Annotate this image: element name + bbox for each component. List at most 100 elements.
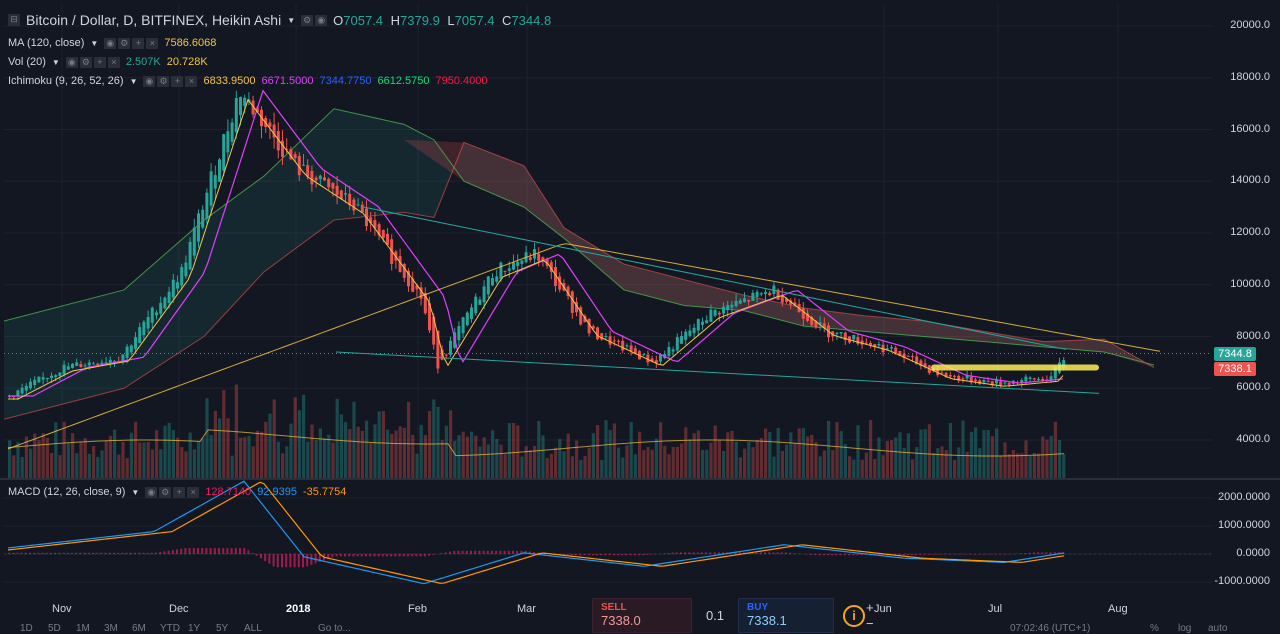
close-icon[interactable]: × (146, 38, 158, 49)
candle-body (462, 317, 465, 333)
settings-icon[interactable]: ⚙ (301, 15, 313, 26)
candle-body (617, 341, 620, 342)
add-icon[interactable]: + (173, 487, 185, 498)
volume-bar (424, 435, 427, 478)
macd-hist-bar (499, 551, 501, 554)
indicator-label[interactable]: Ichimoku (9, 26, 52, 26) (8, 75, 124, 87)
percent-scale-button[interactable]: % (1150, 623, 1159, 634)
volume-bar (730, 431, 733, 478)
candle-body (709, 310, 712, 322)
macd-hist-bar (709, 552, 711, 554)
volume-bar (88, 454, 91, 478)
settings-icon[interactable]: ⚙ (159, 487, 171, 498)
chevron-down-icon[interactable]: ▼ (52, 58, 60, 67)
volume-bar (319, 429, 322, 478)
close-icon[interactable]: × (108, 57, 120, 68)
chevron-down-icon[interactable]: ▼ (90, 39, 98, 48)
candle-body (672, 349, 675, 351)
eye-icon[interactable]: ◉ (145, 487, 157, 498)
close-icon[interactable]: × (185, 76, 197, 87)
range-button[interactable]: ALL (244, 623, 262, 634)
volume-bar (697, 430, 700, 478)
volume-bar (21, 457, 24, 478)
add-icon[interactable]: + (171, 76, 183, 87)
volume-bar (1008, 454, 1011, 478)
macd-hist-bar (512, 551, 514, 554)
volume-bar (1003, 442, 1006, 478)
eye-icon[interactable]: ◉ (143, 76, 155, 87)
candle-body (176, 282, 179, 288)
macd-hist-bar (462, 551, 464, 554)
candle-body (294, 154, 297, 158)
settings-icon[interactable]: ⚙ (80, 57, 92, 68)
range-button[interactable]: YTD (160, 623, 180, 634)
volume-bar (751, 447, 754, 478)
volume-bar (67, 443, 70, 478)
macd-label[interactable]: MACD (12, 26, close, 9) (8, 486, 125, 498)
chevron-down-icon[interactable]: ▼ (130, 77, 138, 86)
volume-bar (957, 447, 960, 478)
candle-body (29, 382, 32, 389)
macd-hist-bar (75, 553, 77, 554)
volume-bar (428, 411, 431, 478)
candle-body (1037, 379, 1040, 380)
indicator-label[interactable]: Vol (20) (8, 56, 46, 68)
volume-bar (84, 438, 87, 478)
range-button[interactable]: 1M (76, 623, 90, 634)
macd-hist-bar (688, 552, 690, 554)
macd-hist-bar (478, 551, 480, 554)
volume-bar (865, 453, 868, 478)
volume-bar (672, 447, 675, 478)
range-button[interactable]: 5Y (216, 623, 228, 634)
range-button[interactable]: 5D (48, 623, 61, 634)
close-icon[interactable]: × (187, 487, 199, 498)
macd-hist-bar (344, 554, 346, 556)
macd-hist-bar (840, 554, 842, 555)
eye-icon[interactable]: ◉ (315, 15, 327, 26)
range-button[interactable]: 1Y (188, 623, 200, 634)
chevron-down-icon[interactable]: ▼ (287, 16, 295, 25)
ichimoku-cloud (4, 109, 1154, 420)
volume-bar (12, 455, 15, 478)
settings-icon[interactable]: ⚙ (118, 38, 130, 49)
symbol-title[interactable]: Bitcoin / Dollar, D, BITFINEX, Heikin As… (26, 12, 281, 28)
add-icon[interactable]: + (132, 38, 144, 49)
candle-body (37, 377, 40, 383)
volume-bar (642, 450, 645, 478)
candle-body (961, 378, 964, 379)
settings-icon[interactable]: ⚙ (157, 76, 169, 87)
volume-bar (29, 449, 32, 478)
volume-bar (516, 425, 519, 478)
indicator-label[interactable]: MA (120, close) (8, 37, 84, 49)
volume-bar (63, 422, 66, 478)
range-button[interactable]: 3M (104, 623, 118, 634)
eye-icon[interactable]: ◉ (66, 57, 78, 68)
macd-hist-bar (126, 553, 128, 554)
chevron-down-icon[interactable]: ▼ (131, 488, 139, 497)
candle-body (79, 364, 82, 367)
collapse-legend-icon[interactable]: ⊟ (8, 14, 20, 26)
candle-body (495, 276, 498, 281)
macd-hist-bar (516, 551, 518, 554)
volume-bar (189, 433, 192, 478)
volume-bar (1037, 454, 1040, 478)
macd-hist-bar (903, 554, 905, 555)
auto-scale-button[interactable]: auto (1208, 623, 1227, 634)
candle-body (747, 300, 750, 301)
add-icon[interactable]: + (94, 57, 106, 68)
volume-bar (336, 399, 339, 478)
volume-bar (201, 438, 204, 478)
volume-bar (180, 447, 183, 478)
eye-icon[interactable]: ◉ (104, 38, 116, 49)
goto-button[interactable]: Go to... (318, 623, 351, 634)
macd-pane[interactable] (4, 480, 1212, 600)
support-trendline[interactable] (336, 352, 1099, 393)
volume-bar (814, 442, 817, 478)
range-button[interactable]: 6M (132, 623, 146, 634)
range-button[interactable]: 1D (20, 623, 33, 634)
zoom-in-button[interactable]: + (866, 600, 878, 616)
volume-bar (928, 424, 931, 478)
log-scale-button[interactable]: log (1178, 623, 1191, 634)
